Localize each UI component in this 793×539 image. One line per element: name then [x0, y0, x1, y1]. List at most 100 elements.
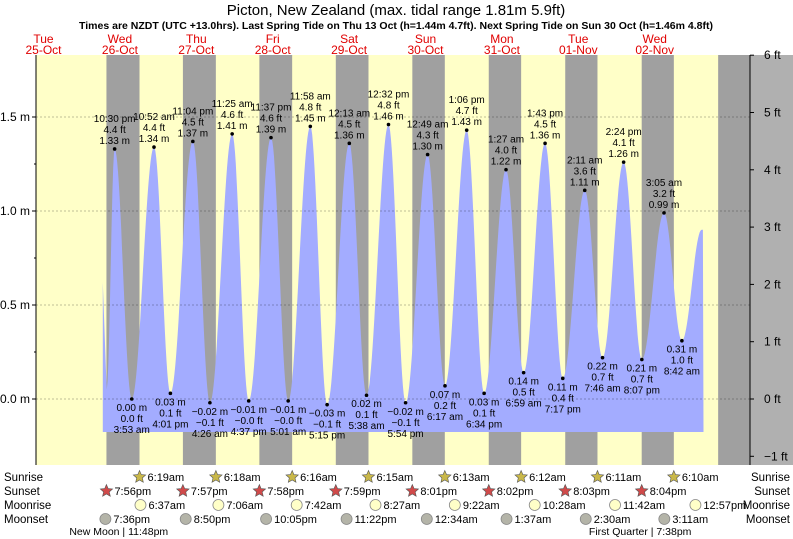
tide-point [621, 160, 626, 164]
tide-label-m: −0.02 m [192, 407, 228, 418]
tide-label-ft: 3.6 ft [574, 166, 596, 177]
tide-label-ft: 0.1 ft [355, 410, 377, 421]
day-header-date: 27-Oct [178, 43, 215, 57]
chart-title: Picton, New Zealand (max. tidal range 1.… [227, 2, 566, 19]
tide-label-time: 4:26 am [192, 429, 228, 440]
tide-label-m: 1.45 m [295, 113, 326, 124]
moonrise-time: 7:06am [226, 500, 263, 512]
tide-label-m: −0.01 m [270, 405, 306, 416]
tide-point [521, 370, 526, 375]
tide-point [152, 145, 156, 149]
tide-point [464, 128, 469, 132]
left-axis-tick-label: 0.0 m [0, 392, 30, 406]
day-header-weekday: Tue [33, 32, 54, 46]
sunrise-time: 6:12am [529, 472, 566, 484]
moonrise-time: 9:22am [463, 500, 500, 512]
sunrise-icon [514, 469, 529, 483]
tide-label-m: 1.34 m [139, 134, 170, 145]
tide-label-time: 10:30 pm [94, 114, 136, 125]
moonset-time: 11:22pm [355, 514, 397, 526]
day-header-weekday: Sun [415, 32, 436, 46]
tide-label-time: 1:43 pm [527, 108, 563, 119]
tide-label-time: 5:54 pm [388, 429, 424, 440]
tide-label-time: 6:59 am [506, 399, 542, 410]
tide-point [191, 139, 195, 144]
tide-label-time: 12:13 am [328, 108, 370, 119]
sunrise-icon [590, 469, 605, 483]
tide-label-m: 0.03 m [155, 397, 186, 408]
tide-label-m: 0.14 m [508, 377, 539, 388]
right-axis-tick-label: 0 ft [764, 392, 781, 406]
sunrise-time: 6:10am [682, 472, 719, 484]
left-axis-tick-label: 0.5 m [0, 298, 30, 312]
sunset-time: 7:56pm [114, 486, 151, 498]
tide-height-area [102, 124, 704, 432]
tide-label-ft: −0.1 ft [392, 418, 420, 429]
tide-label-ft: 0.1 ft [159, 408, 181, 419]
tide-label-ft: −0.1 ft [313, 420, 341, 431]
sunset-icon [558, 483, 573, 497]
tide-label-ft: 4.1 ft [613, 138, 635, 149]
tide-label-m: 0.00 m [116, 403, 147, 414]
tide-point [112, 147, 117, 151]
sunset-icon [252, 483, 267, 497]
tide-point [168, 391, 173, 396]
day-header-weekday: Mon [490, 32, 513, 46]
tide-point [129, 397, 134, 401]
sunrise-time: 6:15am [376, 472, 413, 484]
sunrise-time: 6:11am [605, 472, 641, 484]
tide-label-m: 1.41 m [217, 121, 248, 132]
tide-label-time: 11:37 pm [251, 103, 292, 114]
tide-label-time: 3:05 am [646, 178, 682, 189]
tide-label-ft: 4.4 ft [104, 125, 126, 136]
tide-label-m: 0.99 m [649, 200, 680, 211]
sunset-time: 8:02pm [497, 486, 534, 498]
sunset-icon [634, 483, 649, 497]
tide-point [425, 152, 430, 157]
tide-label-ft: 4.7 ft [456, 106, 478, 117]
left-axis-tick-label: 1.5 m [0, 110, 30, 124]
tide-label-time: 5:15 pm [309, 431, 345, 442]
tide-point [230, 132, 234, 136]
tide-point [246, 399, 251, 403]
tide-point [640, 357, 644, 362]
moonrise-icon [212, 499, 225, 511]
tide-label-m: 1.37 m [178, 128, 209, 139]
tide-label-m: 1.11 m [570, 177, 600, 188]
tide-label-ft: 4.3 ft [416, 131, 438, 142]
moonset-time: 12:34am [435, 514, 478, 526]
day-header-weekday: Tue [568, 32, 589, 46]
moonrise-icon [448, 499, 461, 511]
tide-label-time: 11:04 pm [172, 106, 213, 117]
tide-label-time: 7:17 pm [545, 404, 581, 415]
sunset-time: 8:03pm [573, 486, 610, 498]
moonset-time: 2:30am [594, 514, 631, 526]
sunrise-icon [132, 469, 147, 483]
moonset-row-label-right: Moonset [746, 514, 791, 526]
tide-point [543, 141, 547, 146]
day-header-weekday: Wed [108, 32, 132, 46]
gridlines [36, 116, 750, 400]
right-axis-tick-label: 3 ft [764, 220, 781, 234]
tide-label-m: 1.30 m [412, 142, 443, 153]
sunrise-icon [666, 469, 681, 483]
tide-label-time: 4:37 pm [231, 427, 267, 438]
sunset-icon [99, 483, 114, 497]
sunset-icon [481, 483, 496, 497]
tide-label-time: 12:32 pm [368, 90, 410, 101]
tide-label-time: 12:49 am [407, 120, 449, 131]
moonset-icon [420, 513, 433, 525]
sunset-time: 8:04pm [650, 486, 687, 498]
tide-label-time: 1:06 pm [449, 95, 485, 106]
day-header-date: 26-Oct [102, 43, 139, 57]
sunrise-row-label-right: Sunrise [751, 472, 790, 484]
moonrise-time: 7:42am [305, 500, 342, 512]
right-axis-tick-label: 6 ft [764, 48, 781, 62]
tide-label-time: 7:46 am [584, 384, 620, 395]
tide-label-time: 6:34 pm [466, 419, 502, 430]
tide-label-ft: 4.6 ft [260, 114, 282, 125]
tide-label-ft: 0.7 ft [631, 375, 653, 386]
tide-point [560, 376, 565, 381]
sunrise-time: 6:19am [148, 472, 185, 484]
